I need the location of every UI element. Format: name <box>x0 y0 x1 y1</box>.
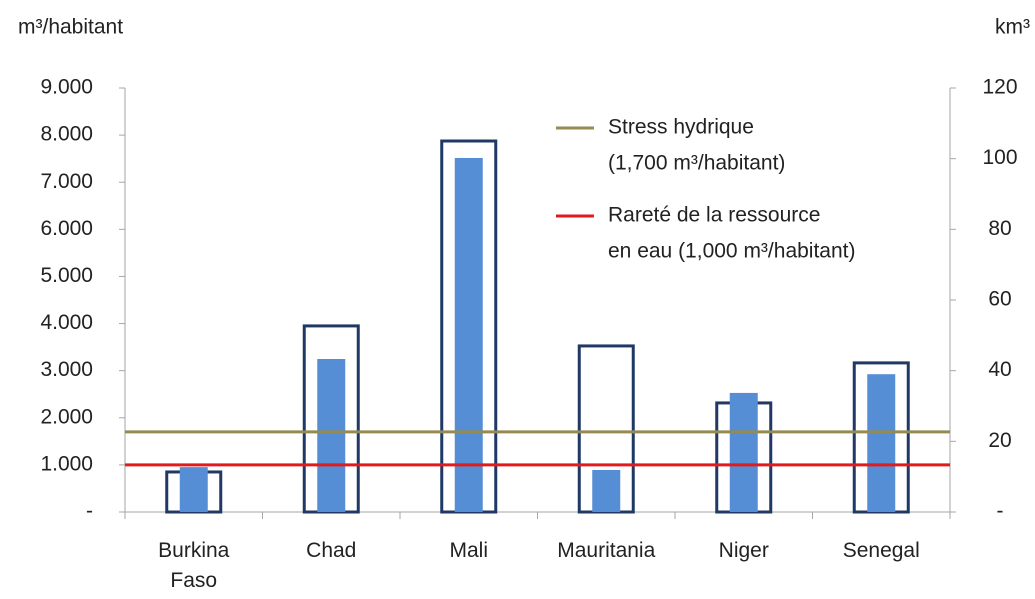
x-tick-label: Niger <box>718 539 769 562</box>
x-tick-label: Chad <box>306 539 357 562</box>
bar <box>867 374 896 512</box>
bar <box>317 359 346 512</box>
legend-label: en eau (1,000 m³/habitant) <box>608 240 856 263</box>
x-tick-label: Mali <box>449 539 489 562</box>
y2-tick-label: 100 <box>982 146 1017 169</box>
x-tick-label: Senegal <box>842 539 920 562</box>
y2-axis-label: km³ <box>995 16 1030 39</box>
y2-tick-label: 40 <box>988 358 1011 381</box>
y-tick-label: - <box>86 500 93 523</box>
legend-label: (1,700 m³/habitant) <box>608 152 785 175</box>
y-tick-label: 9.000 <box>40 76 93 99</box>
y-tick-label: 5.000 <box>40 264 93 287</box>
y-tick-label: 8.000 <box>40 123 93 146</box>
legend-label: Stress hydrique <box>608 116 754 139</box>
y-tick-label: 3.000 <box>40 358 93 381</box>
bar <box>454 157 483 512</box>
y2-tick-label: 80 <box>988 217 1011 240</box>
bar <box>729 392 758 512</box>
y2-tick-label: - <box>997 500 1004 523</box>
x-tick-label: Mauritania <box>557 539 656 562</box>
y2-tick-label: 120 <box>982 76 1017 99</box>
y-tick-label: 1.000 <box>40 452 93 475</box>
y-tick-label: 6.000 <box>40 217 93 240</box>
y-tick-label: 4.000 <box>40 311 93 334</box>
legend-label: Rareté de la ressource <box>608 204 820 227</box>
y-axis-label: m³/habitant <box>18 16 123 39</box>
y-tick-label: 7.000 <box>40 170 93 193</box>
bar <box>592 469 621 512</box>
y2-tick-label: 60 <box>988 288 1011 311</box>
x-tick-label: Burkina Faso <box>158 539 230 592</box>
y2-tick-label: 20 <box>988 429 1011 452</box>
bar <box>179 467 208 512</box>
y-tick-label: 2.000 <box>40 405 93 428</box>
